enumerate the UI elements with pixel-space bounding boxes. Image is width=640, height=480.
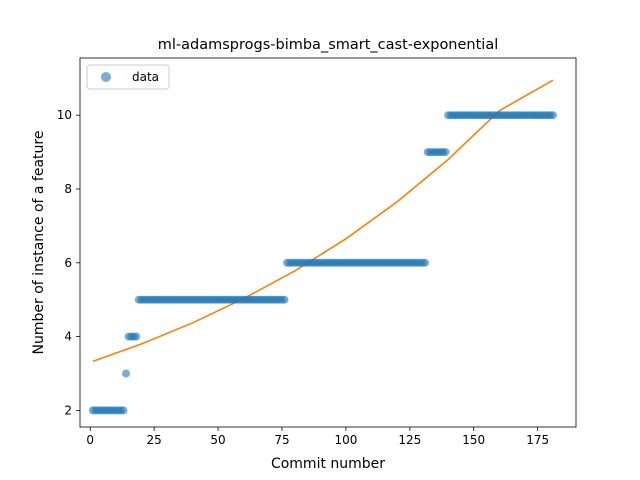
y-tick-label: 2 — [64, 403, 72, 417]
legend: data — [86, 64, 170, 90]
fit-line — [92, 79, 554, 363]
x-tick-label: 150 — [462, 433, 485, 447]
x-axis-ticks: 0 25 50 75 100 125 150 175 — [86, 427, 549, 447]
x-axis-label: Commit number — [271, 456, 385, 472]
x-tick-label: 25 — [147, 433, 162, 447]
x-tick-label: 175 — [526, 433, 549, 447]
x-tick-label: 100 — [334, 433, 357, 447]
chart-title: ml-adamsprogs-bimba_smart_cast-exponenti… — [158, 37, 499, 53]
data-point — [441, 148, 450, 157]
data-point — [122, 369, 131, 378]
x-tick-label: 125 — [398, 433, 421, 447]
legend-box — [86, 64, 170, 90]
data-point — [132, 332, 141, 341]
axes-frame — [79, 57, 577, 428]
data-points — [88, 111, 557, 415]
data-point — [421, 258, 430, 267]
y-axis-label: Number of instance of a feature — [31, 131, 47, 355]
fit-layer — [92, 79, 554, 363]
y-tick-label: 8 — [64, 182, 72, 196]
y-axis-ticks: 2 4 6 8 10 — [57, 108, 80, 417]
x-tick-label: 0 — [86, 433, 94, 447]
data-point — [119, 406, 128, 415]
y-tick-label: 10 — [57, 108, 72, 122]
x-tick-label: 50 — [210, 433, 225, 447]
y-tick-label: 6 — [64, 256, 72, 270]
y-tick-label: 4 — [64, 330, 72, 344]
legend-label-data: data — [132, 70, 159, 84]
legend-marker-data — [101, 72, 111, 82]
x-tick-label: 75 — [274, 433, 289, 447]
data-point — [280, 295, 289, 304]
data-point — [548, 111, 557, 120]
